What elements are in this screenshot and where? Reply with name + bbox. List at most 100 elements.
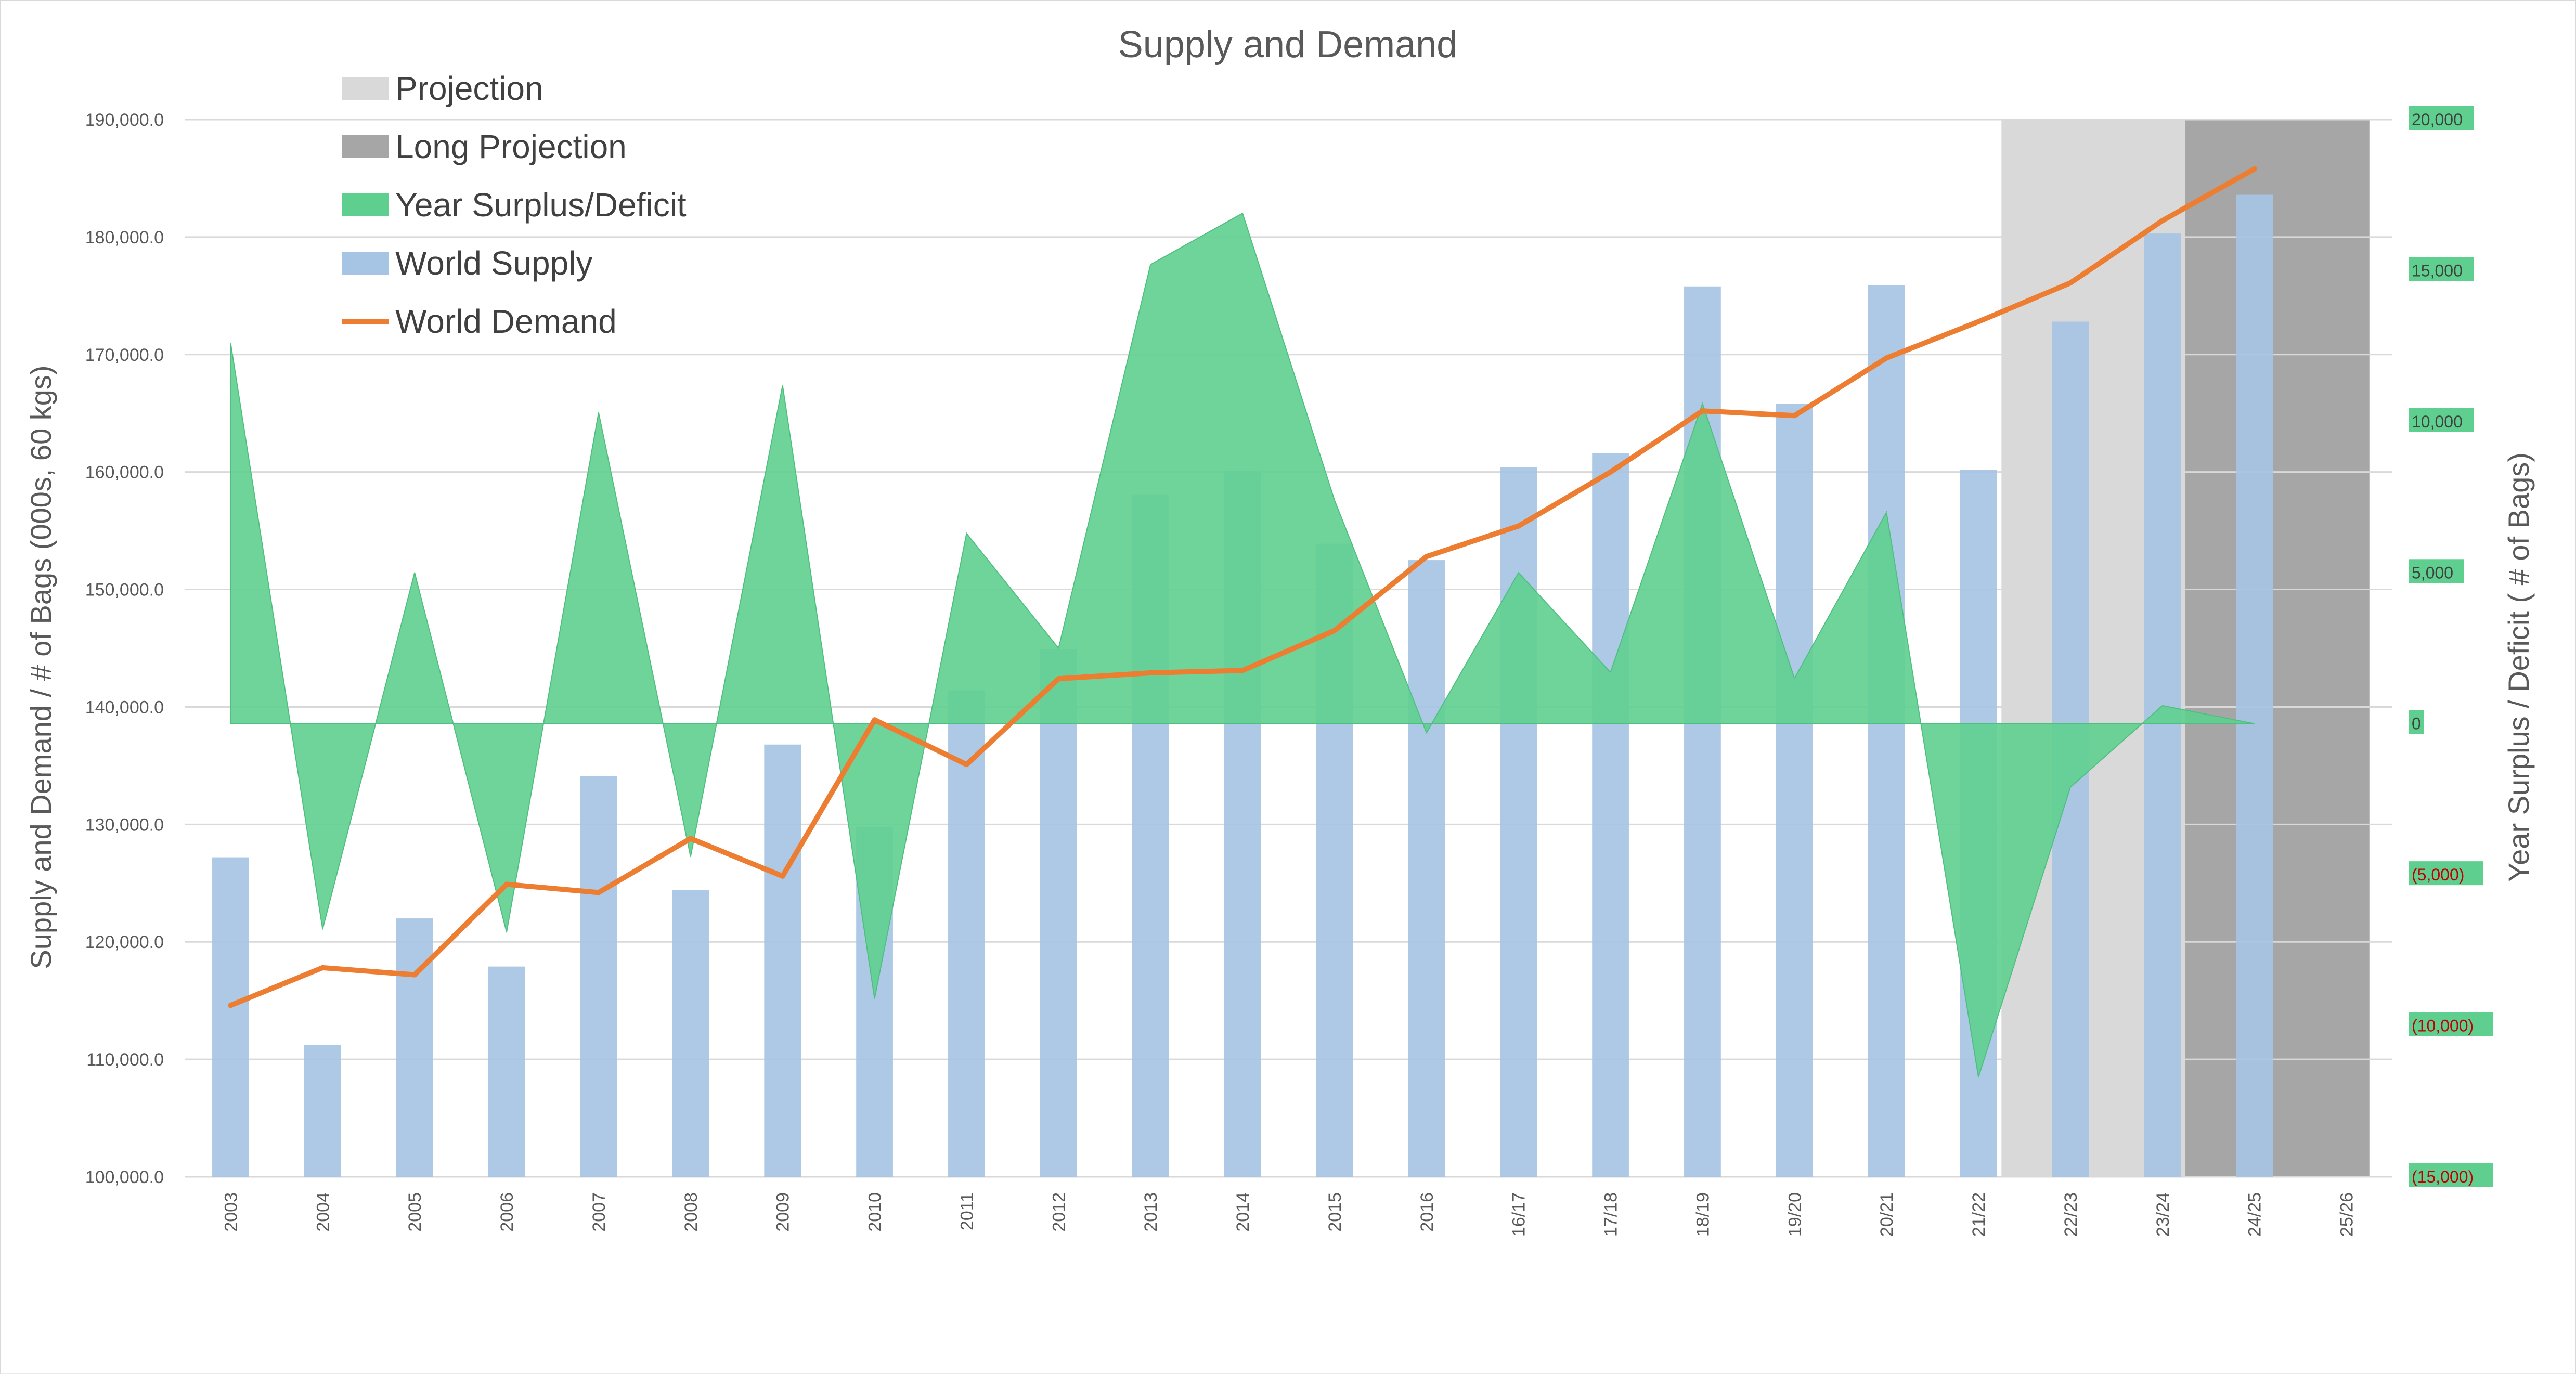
right-tick: (5,000) [2409,861,2483,886]
left-tick-label: 160,000.0 [85,463,164,483]
surplus-point [2254,723,2255,724]
right-axis-ticks: 20,000 15,000 10,000 5,000 0 (5,000) (10,000) (… [2409,106,2493,1187]
demand-point [1148,670,1154,675]
right-tick: (15,000) [2409,1163,2493,1187]
legend-item: World Supply [342,244,592,282]
surplus-point [1058,647,1059,649]
x-tick-label: 23/24 [2153,1192,2173,1237]
x-tick-label: 16/17 [1509,1192,1529,1237]
legend: Projection Long Projection Year Surplus/De… [342,70,687,340]
supply-bar [1776,404,1813,1177]
left-tick-label: 180,000.0 [85,228,164,248]
right-tick: 20,000 [2409,106,2474,130]
right-tick-box [2409,408,2474,432]
x-tick-label: 18/19 [1693,1192,1713,1237]
surplus-point [966,532,967,534]
right-tick: 0 [2409,710,2424,734]
demand-point [780,873,785,879]
supply-bar [1868,285,1905,1177]
surplus-point [874,998,875,999]
x-tick-label: 2014 [1233,1192,1253,1232]
demand-point [228,1003,234,1008]
right-tick-label: 10,000 [2412,412,2463,431]
x-axis-ticks: 2003 2004 2005 2006 2007 2008 2009 2010 2011 2012… [221,1192,2357,1237]
supply-bar [396,918,433,1177]
surplus-point [1242,213,1244,214]
x-tick-label: 21/22 [1969,1192,1989,1237]
right-tick-label: (5,000) [2412,865,2464,884]
x-tick-label: 19/20 [1785,1192,1805,1237]
legend-swatch [342,193,389,216]
supply-bar [764,744,801,1177]
surplus-point [2161,705,2163,706]
demand-point [1423,554,1429,560]
x-tick-label: 2013 [1141,1192,1161,1232]
x-tick-label: 2009 [773,1192,793,1232]
x-tick-label: 2007 [589,1192,609,1232]
surplus-point [1518,572,1519,574]
left-tick-label: 110,000.0 [86,1050,164,1070]
left-tick-label: 170,000.0 [85,345,164,365]
demand-point [1608,469,1613,475]
x-tick-label: 25/26 [2337,1192,2357,1237]
right-tick-label: (10,000) [2412,1017,2474,1035]
demand-point [1240,668,1246,673]
x-tick-label: 2012 [1049,1192,1069,1232]
legend-label: World Supply [395,244,592,282]
projection-band-2 [2185,120,2370,1177]
x-tick-label: 2006 [497,1192,517,1232]
legend-item: Long Projection [342,128,627,165]
surplus-point [1794,678,1795,679]
legend-label: Projection [395,70,543,107]
x-tick-label: 20/21 [1877,1192,1897,1237]
surplus-point [1702,403,1703,405]
demand-point [1331,628,1337,633]
surplus-point [1150,264,1151,265]
x-tick-label: 2005 [405,1192,425,1232]
demand-point [1976,319,1982,324]
demand-point [1516,523,1521,529]
left-tick-label: 150,000.0 [85,580,164,600]
x-tick-label: 2016 [1417,1192,1437,1232]
supply-bar [948,690,985,1177]
right-tick-label: 0 [2412,715,2421,733]
x-tick-label: 2010 [865,1192,885,1232]
surplus-point [2069,786,2071,788]
right-tick-box [2409,106,2474,130]
chart-title: Supply and Demand [1118,24,1457,66]
demand-point [1700,408,1705,414]
right-tick: 15,000 [2409,257,2474,281]
demand-point [1056,676,1062,682]
demand-point [2159,218,2165,224]
left-tick-label: 130,000.0 [85,815,164,835]
demand-point [504,881,510,887]
left-tick-label: 140,000.0 [85,697,164,717]
demand-point [596,890,601,895]
legend-label: World Demand [395,303,617,340]
y-left-axis-title: Supply and Demand / # of Bags (000s, 60 … [24,365,57,969]
right-tick-label: 15,000 [2412,261,2463,280]
x-tick-label: 17/18 [1601,1192,1621,1237]
demand-point [964,762,969,768]
right-tick-box [2409,1012,2493,1036]
surplus-point [598,412,599,413]
surplus-point [1978,1076,1979,1078]
right-tick-label: 5,000 [2412,563,2453,582]
world-supply-bars [212,194,2273,1177]
legend-swatch [342,77,389,100]
supply-bar [1592,453,1629,1177]
x-tick-label: 2003 [221,1192,241,1232]
supply-bar [488,966,525,1177]
right-tick: 10,000 [2409,408,2474,432]
surplus-point [414,572,416,574]
demand-point [688,836,693,841]
surplus-point [782,385,783,386]
right-tick: 5,000 [2409,559,2464,583]
legend-label: Year Surplus/Deficit [395,186,687,224]
supply-bar [1408,560,1445,1177]
surplus-point [322,928,323,930]
surplus-deficit-area [230,212,2255,1078]
supply-bar [2236,194,2273,1177]
